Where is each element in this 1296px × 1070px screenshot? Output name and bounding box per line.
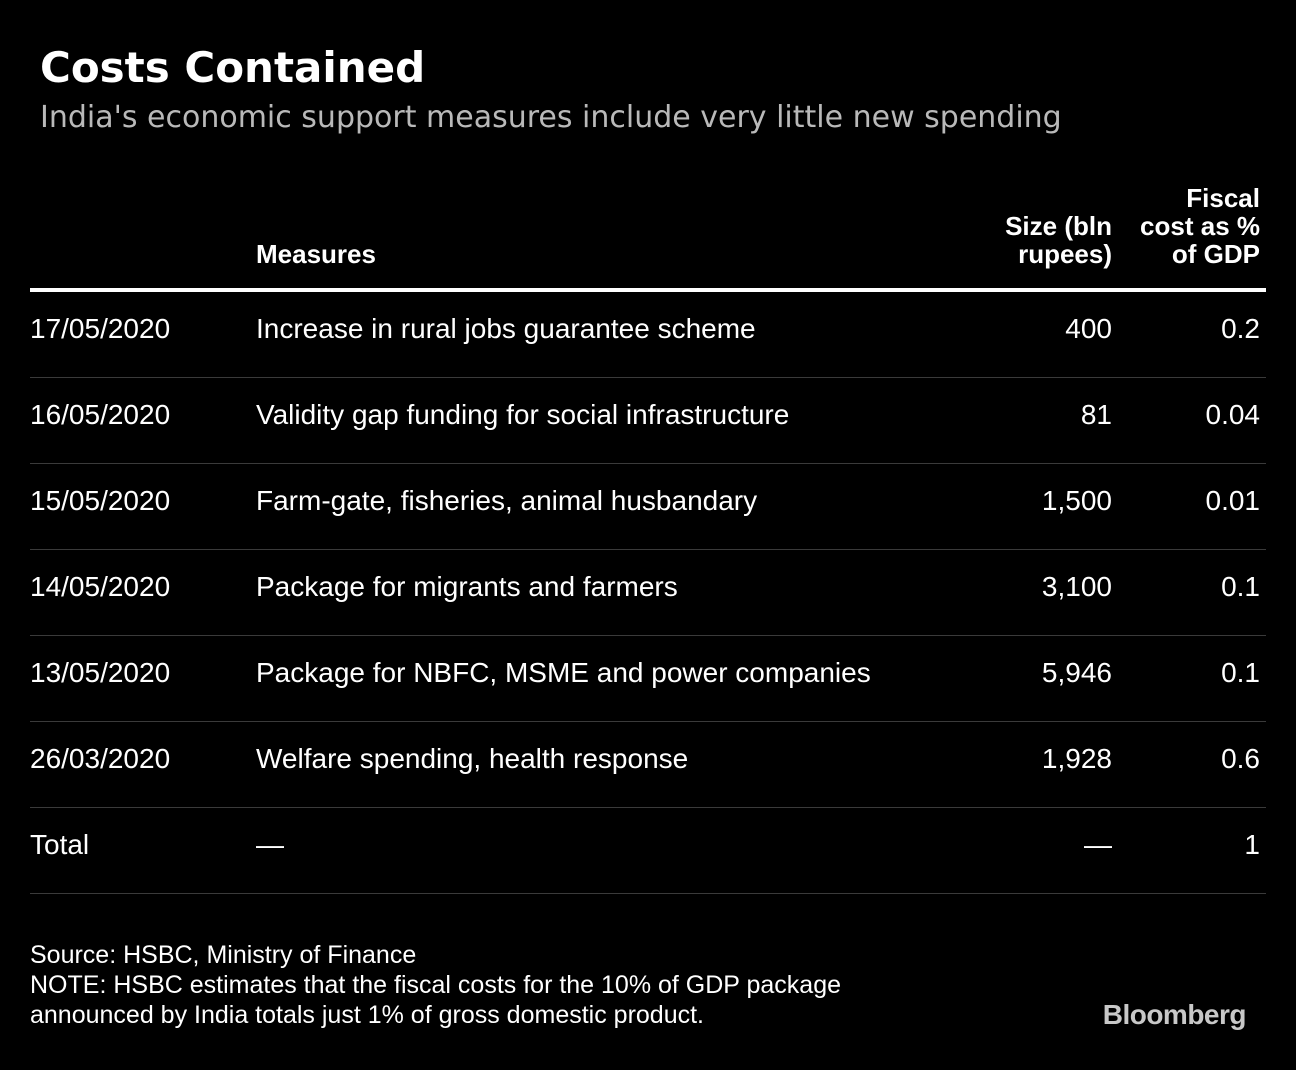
row-date: 13/05/2020 — [30, 657, 171, 688]
source-note: Source: HSBC, Ministry of Finance — [30, 941, 417, 969]
row-date: 26/03/2020 — [30, 743, 171, 774]
row-measure: Package for NBFC, MSME and power compani… — [256, 657, 871, 688]
row-fiscal-cost: 0.1 — [1221, 571, 1260, 602]
row-measure: Package for migrants and farmers — [256, 571, 678, 602]
table-header: Measures Size (bln rupees) Fiscal cost a… — [30, 180, 1266, 292]
row-date: Total — [30, 829, 90, 860]
data-table: Measures Size (bln rupees) Fiscal cost a… — [30, 180, 1266, 894]
header-fiscal-cost: Fiscal cost as % of GDP — [1140, 183, 1260, 269]
row-date: 17/05/2020 — [30, 313, 171, 344]
table-row: 15/05/2020 Farm-gate, fisheries, animal … — [30, 464, 1266, 550]
row-fiscal-cost: 0.04 — [1205, 399, 1261, 430]
row-fiscal-cost: 0.6 — [1221, 743, 1260, 774]
table-row: 26/03/2020 Welfare spending, health resp… — [30, 722, 1266, 808]
row-measure: — — [256, 829, 284, 860]
table-row-total: Total — — 1 — [30, 808, 1266, 894]
row-fiscal-cost: 0.2 — [1221, 313, 1260, 344]
row-fiscal-cost: 1 — [1244, 829, 1260, 860]
row-size: 81 — [1080, 399, 1112, 430]
row-size: 5,946 — [1041, 657, 1112, 688]
table-row: 17/05/2020 Increase in rural jobs guaran… — [30, 292, 1266, 378]
row-size: — — [1084, 829, 1112, 860]
row-size: 400 — [1065, 313, 1112, 344]
table-row: 14/05/2020 Package for migrants and farm… — [30, 550, 1266, 636]
chart-footer: Source: HSBC, Ministry of Finance NOTE: … — [30, 940, 841, 1030]
row-fiscal-cost: 0.01 — [1205, 485, 1261, 516]
header-measures: Measures — [256, 239, 376, 269]
row-measure: Validity gap funding for social infrastr… — [256, 399, 790, 430]
chart-subtitle: India's economic support measures includ… — [40, 100, 1062, 135]
row-measure: Welfare spending, health response — [256, 743, 689, 774]
row-measure: Increase in rural jobs guarantee scheme — [256, 313, 756, 344]
row-size: 3,100 — [1041, 571, 1112, 602]
row-size: 1,928 — [1041, 743, 1112, 774]
row-date: 15/05/2020 — [30, 485, 171, 516]
table-row: 13/05/2020 Package for NBFC, MSME and po… — [30, 636, 1266, 722]
row-date: 16/05/2020 — [30, 399, 171, 430]
chart-title: Costs Contained — [40, 43, 426, 92]
note-line: NOTE: HSBC estimates that the fiscal cos… — [30, 971, 841, 999]
row-fiscal-cost: 0.1 — [1221, 657, 1260, 688]
note-line: announced by India totals just 1% of gro… — [30, 1001, 704, 1029]
row-measure: Farm-gate, fisheries, animal husbandary — [256, 485, 758, 516]
table-row: 16/05/2020 Validity gap funding for soci… — [30, 378, 1266, 464]
row-date: 14/05/2020 — [30, 571, 171, 602]
row-size: 1,500 — [1041, 485, 1112, 516]
header-size: Size (bln rupees) — [1005, 211, 1112, 269]
bloomberg-logo: Bloomberg — [1102, 999, 1247, 1030]
